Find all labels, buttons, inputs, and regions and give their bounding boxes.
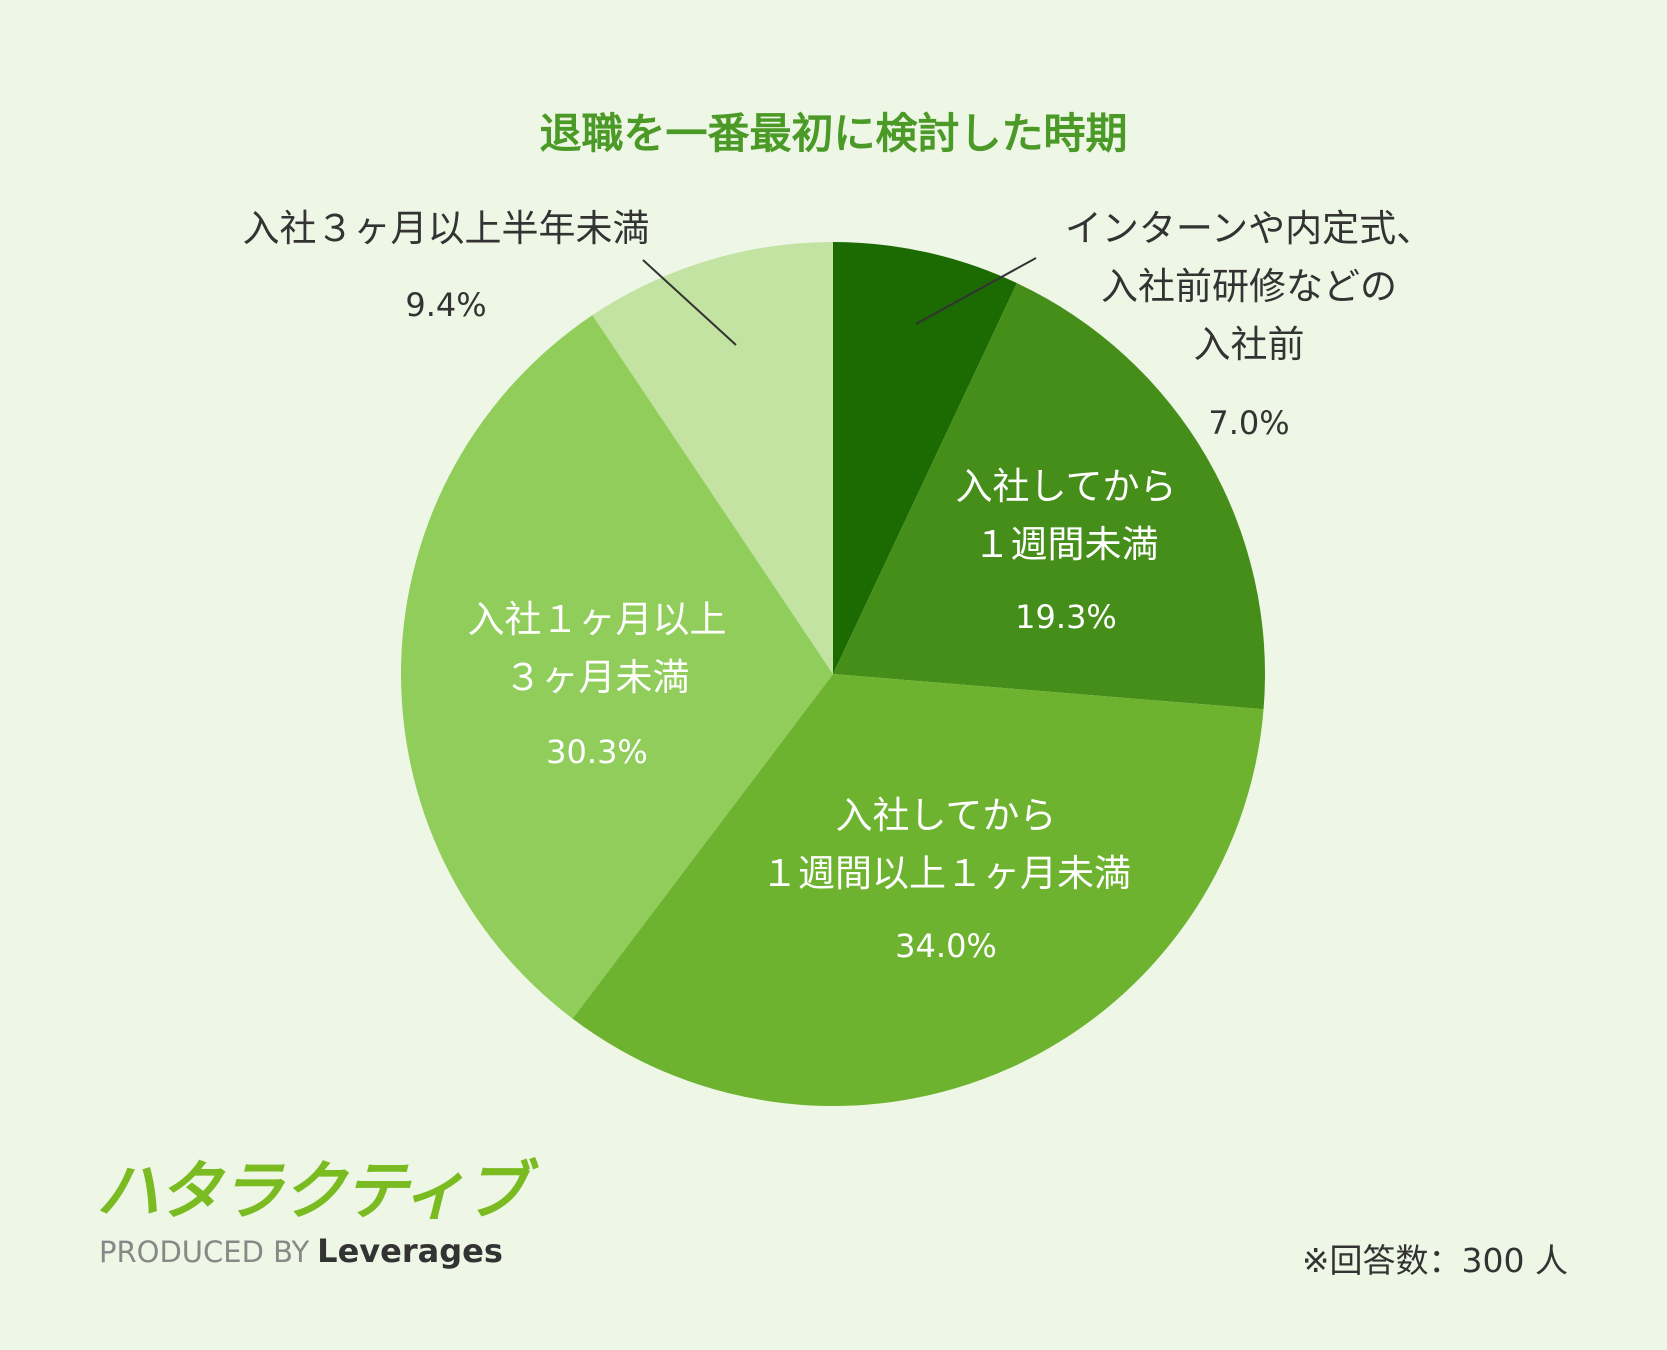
slice-label: インターンや内定式、 入社前研修などの 入社前 xyxy=(1064,207,1434,366)
leader-line xyxy=(915,257,1037,325)
credit-brand: Leverages xyxy=(317,1232,503,1270)
value-label: 9.4% xyxy=(405,286,487,324)
slice-label: 入社３ヶ月以上半年未満 xyxy=(242,207,650,250)
slice-label: 入社してから １週間以上１ヶ月未満 xyxy=(761,794,1131,895)
pie-slice xyxy=(400,315,833,1019)
slice-label: 入社してから １週間未満 xyxy=(955,465,1177,566)
credit-prefix: PRODUCED BY xyxy=(99,1235,310,1269)
credit: PRODUCED BY Leverages xyxy=(99,1232,503,1270)
value-label: 34.0% xyxy=(895,927,997,965)
leader-line xyxy=(642,259,737,346)
value-label: 30.3% xyxy=(546,733,648,771)
pie-slice xyxy=(833,242,1017,674)
chart-title: 退職を一番最初に検討した時期 xyxy=(539,109,1128,158)
note: ※回答数：300 人 xyxy=(1301,1241,1568,1280)
pie-slice xyxy=(592,242,833,674)
value-label: 19.3% xyxy=(1015,598,1117,636)
pie-slice xyxy=(833,283,1265,710)
value-label: 7.0% xyxy=(1208,404,1290,442)
pie-slice xyxy=(572,674,1264,1107)
slice-label: 入社１ヶ月以上 ３ヶ月未満 xyxy=(467,598,727,699)
logo: ハタラクティブ xyxy=(96,1155,528,1229)
